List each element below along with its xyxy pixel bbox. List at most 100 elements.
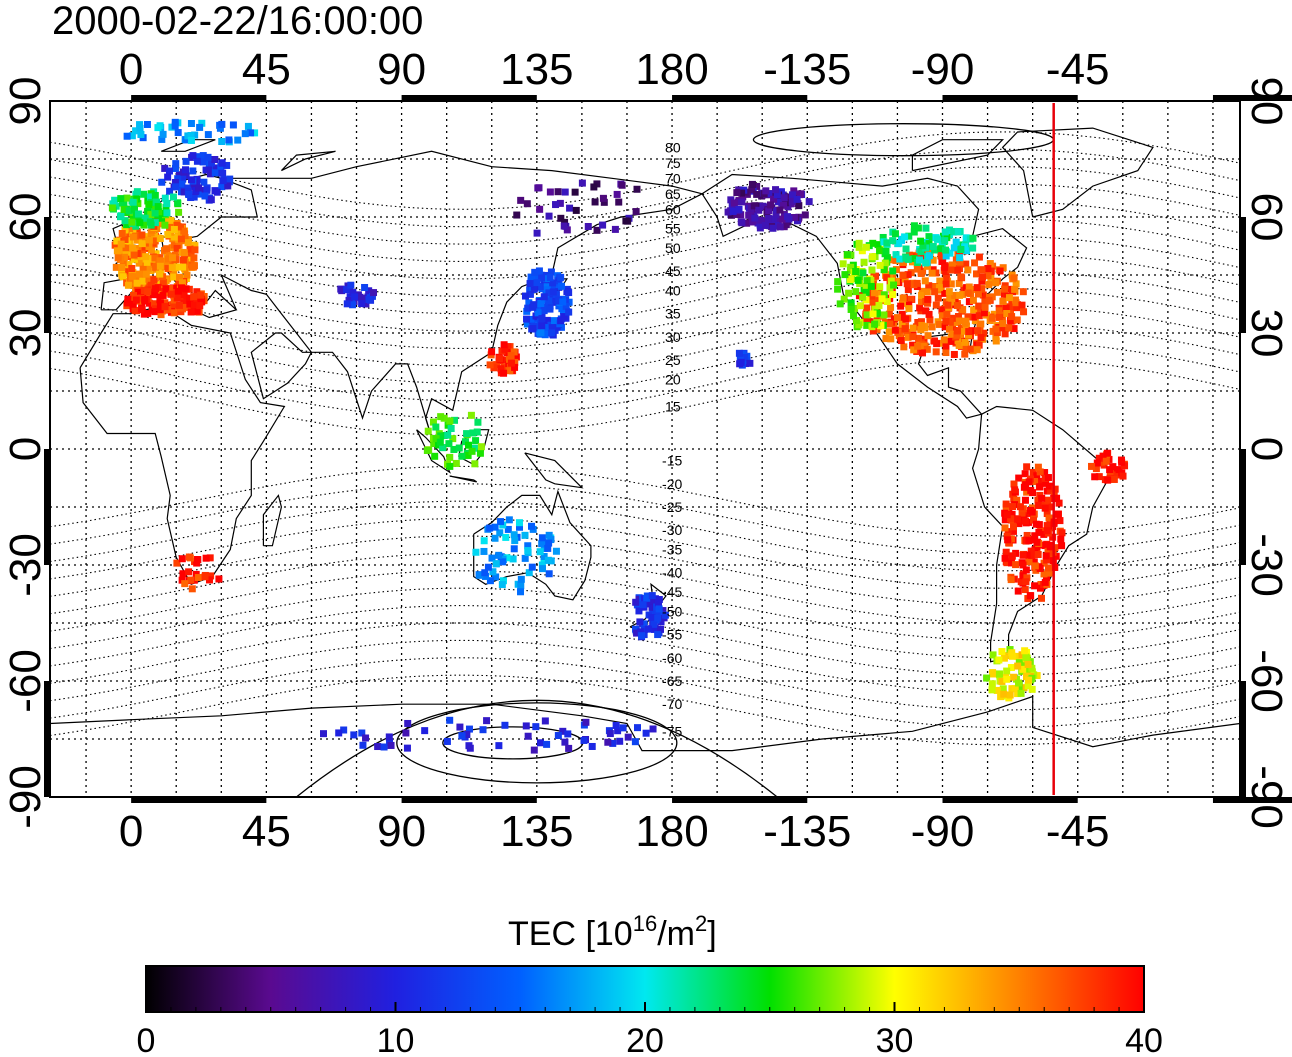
tec-cell-siberia-east bbox=[557, 214, 565, 222]
tec-cell-antarctica bbox=[402, 729, 410, 737]
tec-cell-south-america bbox=[1013, 496, 1021, 504]
tec-cell-alaska bbox=[790, 214, 798, 222]
tec-cell-north-america bbox=[970, 313, 978, 321]
tec-cell-scandinavia bbox=[178, 180, 186, 188]
tec-cell-south-america bbox=[1019, 551, 1027, 559]
tec-cell-europe-south bbox=[156, 299, 164, 307]
tec-cell-south-america bbox=[1058, 529, 1066, 537]
tec-cell-japan bbox=[562, 302, 570, 310]
tec-cell-south-america bbox=[1019, 572, 1027, 580]
tec-cell-south-america bbox=[1027, 507, 1035, 515]
tec-cell-north-america bbox=[926, 316, 934, 324]
tec-cell-alaska bbox=[766, 201, 774, 209]
tec-cell-north-america bbox=[901, 325, 909, 333]
tec-cell-south-america bbox=[1012, 561, 1020, 569]
tec-cell-alaska bbox=[750, 202, 758, 210]
tec-cell-indonesia bbox=[445, 440, 453, 448]
tec-cell-siberia-east bbox=[613, 190, 621, 198]
tec-cell-europe bbox=[187, 250, 195, 258]
tec-cell-europe-north bbox=[117, 212, 125, 220]
tec-cell-north-america bbox=[902, 315, 910, 323]
tec-cell-arctic bbox=[244, 122, 252, 130]
tec-cell-scandinavia bbox=[201, 192, 209, 200]
tec-cell-south-america bbox=[1033, 472, 1041, 480]
tec-cell-patagonia bbox=[989, 670, 997, 678]
tec-cell-japan bbox=[525, 299, 533, 307]
tec-cell-north-america bbox=[941, 323, 949, 331]
tec-cell-japan bbox=[541, 331, 549, 339]
tec-cell-north-america bbox=[886, 320, 894, 328]
tec-cell-north-america bbox=[957, 273, 965, 281]
tec-cell-north-america bbox=[897, 302, 905, 310]
tec-cell-antarctica bbox=[612, 721, 620, 729]
tec-cell-europe bbox=[188, 263, 196, 271]
x-tick-label-top: 180 bbox=[635, 45, 708, 94]
tec-cell-north-america bbox=[930, 337, 938, 345]
tec-cell-north-america-west bbox=[883, 297, 891, 305]
tec-cell-australia bbox=[547, 536, 555, 544]
tec-cell-north-america-west bbox=[859, 293, 867, 301]
tec-cell-arctic bbox=[241, 130, 249, 138]
tec-cell-europe bbox=[133, 236, 141, 244]
tec-cell-japan bbox=[534, 309, 542, 317]
tec-cell-patagonia bbox=[1014, 662, 1022, 670]
tec-cell-north-america bbox=[899, 258, 907, 266]
tec-cell-europe-south bbox=[138, 305, 146, 313]
tec-cell-europe bbox=[122, 248, 130, 256]
colorbar-title: TEC [1016/m2] bbox=[508, 911, 717, 953]
tec-cell-australia bbox=[517, 582, 525, 590]
tec-cell-north-america bbox=[972, 270, 980, 278]
tec-cell-siberia-east bbox=[566, 204, 574, 212]
tec-cell-europe bbox=[128, 272, 136, 280]
tec-cell-north-america bbox=[984, 272, 992, 280]
tec-cell-canada bbox=[901, 233, 909, 241]
tec-cell-patagonia bbox=[1022, 653, 1030, 661]
tec-cell-north-america-west bbox=[886, 284, 894, 292]
tec-cell-australia bbox=[544, 544, 552, 552]
tec-cell-south-america bbox=[1033, 538, 1041, 546]
contour-label: 30 bbox=[665, 329, 681, 345]
tec-cell-north-america-west bbox=[871, 320, 879, 328]
contour-label: 20 bbox=[665, 371, 681, 387]
tec-cell-australia bbox=[528, 522, 536, 530]
tec-cell-north-america-west bbox=[887, 277, 895, 285]
tec-cell-europe-south bbox=[159, 291, 167, 299]
tec-cell-europe-south bbox=[161, 303, 169, 311]
tec-cell-alaska bbox=[785, 215, 793, 223]
tec-cell-antarctica bbox=[649, 725, 657, 733]
tec-cell-north-america bbox=[1020, 308, 1028, 316]
tec-cell-antarctica bbox=[543, 740, 551, 748]
tec-cell-north-america bbox=[892, 266, 900, 274]
tec-cell-africa-south bbox=[207, 572, 215, 580]
tec-cell-new-zealand bbox=[651, 624, 659, 632]
tec-cell-north-america bbox=[885, 328, 893, 336]
tec-cell-north-america bbox=[955, 341, 963, 349]
tec-cell-patagonia bbox=[1024, 682, 1032, 690]
tec-cell-africa-south bbox=[187, 576, 195, 584]
tec-cell-siberia-east bbox=[536, 205, 544, 213]
tec-cell-south-america bbox=[1043, 527, 1051, 535]
tec-cell-alaska bbox=[774, 198, 782, 206]
tec-cell-antarctica bbox=[466, 744, 474, 752]
tec-cell-europe-south bbox=[170, 309, 178, 317]
tec-cell-north-america bbox=[932, 269, 940, 277]
tec-cell-south-america bbox=[1035, 501, 1043, 509]
tec-cell-australia bbox=[524, 542, 532, 550]
frame-bar-left bbox=[44, 217, 50, 333]
tec-cell-europe-north bbox=[128, 218, 136, 226]
tec-cell-north-america bbox=[923, 288, 931, 296]
tec-cell-north-america bbox=[962, 260, 970, 268]
tec-cell-atlantic-south bbox=[1110, 475, 1118, 483]
tec-cell-canada bbox=[934, 235, 942, 243]
tec-cell-atlantic-south bbox=[1095, 454, 1103, 462]
tec-cell-alaska bbox=[733, 210, 741, 218]
tec-cell-japan bbox=[540, 307, 548, 315]
tec-cell-north-america-west bbox=[878, 295, 886, 303]
tec-cell-europe bbox=[183, 271, 191, 279]
tec-cell-australia bbox=[496, 529, 504, 537]
tec-cell-antarctica bbox=[350, 731, 358, 739]
tec-cell-north-america-west bbox=[840, 295, 848, 303]
tec-cell-alaska bbox=[756, 221, 764, 229]
tec-cell-north-america bbox=[955, 317, 963, 325]
tec-cell-europe bbox=[150, 276, 158, 284]
